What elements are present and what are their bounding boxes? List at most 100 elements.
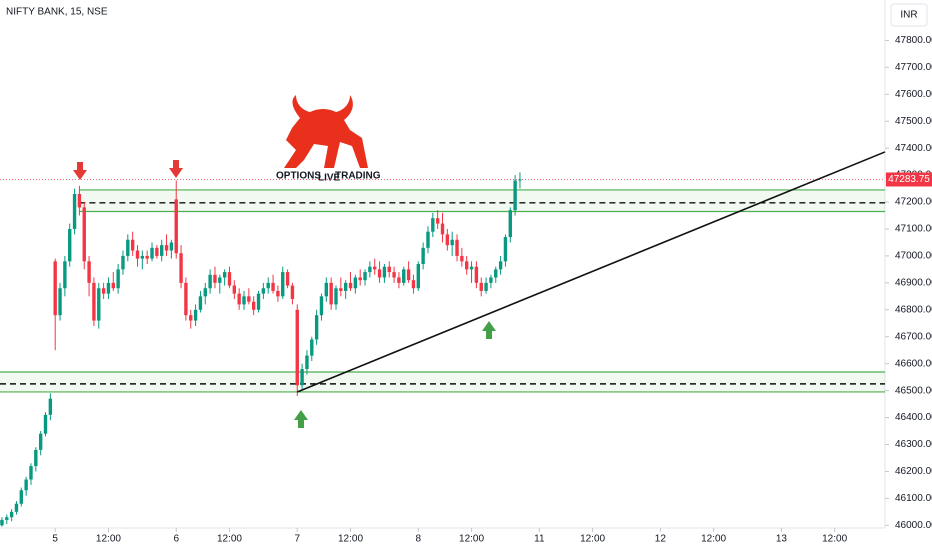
candle-body <box>247 296 251 302</box>
candle-body <box>19 490 23 504</box>
candle-body <box>111 282 115 289</box>
y-tick-label: 46200.00 <box>895 466 932 477</box>
candle-body <box>43 414 48 434</box>
candle-body <box>484 282 488 291</box>
candle-body <box>9 511 14 518</box>
candle-body <box>145 255 149 259</box>
y-tick-label: 46100.00 <box>895 493 932 504</box>
candle-body <box>261 288 266 294</box>
candle-body <box>402 269 406 283</box>
x-tick-label: 12:00 <box>217 534 242 545</box>
trendline <box>296 151 886 393</box>
candle-body <box>174 199 178 254</box>
logo-text: OPTIONS <box>276 171 321 182</box>
candle-body <box>48 398 53 415</box>
candle-body <box>503 237 508 262</box>
candle-body <box>101 288 106 294</box>
y-tick-label: 46000.00 <box>895 520 932 531</box>
candle-body <box>189 315 193 321</box>
candle-body <box>397 277 401 283</box>
y-tick-label: 46500.00 <box>895 385 932 396</box>
candle-body <box>406 269 411 281</box>
candle-body <box>305 355 309 370</box>
candle-body <box>126 239 130 256</box>
candle-body <box>38 433 43 450</box>
candle-body <box>421 247 425 264</box>
x-tick-label: 12:00 <box>822 534 847 545</box>
y-tick-label: 47000.00 <box>895 251 932 262</box>
candle-body <box>290 285 295 300</box>
candle-body <box>203 288 207 297</box>
candle-body <box>184 282 188 316</box>
candle-body <box>455 239 459 256</box>
candle-body <box>63 261 67 289</box>
candle-body <box>72 193 77 229</box>
candle-body <box>237 293 241 305</box>
x-tick-label: 6 <box>173 534 179 545</box>
down-arrow <box>169 160 183 178</box>
candle-body <box>271 282 275 291</box>
candle-body <box>97 288 101 321</box>
candle-body <box>218 277 222 283</box>
candle-body <box>227 272 232 286</box>
y-tick-label: 47200.00 <box>895 197 932 208</box>
candle-body <box>314 315 319 340</box>
candle-body <box>358 277 362 281</box>
y-tick-label: 47700.00 <box>895 62 932 73</box>
up-arrow <box>482 321 496 339</box>
currency-box[interactable] <box>890 3 928 27</box>
candle-body <box>440 223 445 235</box>
candle-body <box>164 245 169 251</box>
candle-body <box>310 339 314 356</box>
candle-body <box>242 296 246 305</box>
x-tick-label: 11 <box>534 534 545 545</box>
x-tick-label: 12:00 <box>701 534 726 545</box>
candle-body <box>222 272 227 278</box>
y-tick-label: 47400.00 <box>895 143 932 154</box>
candle-body <box>426 231 430 248</box>
candle-body <box>382 266 387 278</box>
candle-body <box>106 282 111 294</box>
candle-body <box>431 218 435 232</box>
candle-body <box>479 282 483 291</box>
candle-body <box>324 282 329 297</box>
candle-body <box>232 285 237 294</box>
x-tick-label: 7 <box>294 534 300 545</box>
candle-body <box>334 288 338 305</box>
up-arrow <box>294 410 308 428</box>
candle-body <box>116 269 120 289</box>
candle-body <box>513 180 517 211</box>
candle-body <box>24 479 28 491</box>
candle-body <box>435 218 440 224</box>
candle-body <box>445 234 450 246</box>
x-tick-label: 8 <box>416 534 422 545</box>
candle-body <box>460 255 464 262</box>
candle-body <box>29 466 33 480</box>
currency[interactable]: INR <box>900 10 917 21</box>
candle-body <box>377 269 382 278</box>
candle-body <box>213 274 217 283</box>
candle-body <box>353 277 358 289</box>
candle-body <box>329 282 333 305</box>
candle-body <box>276 290 280 297</box>
y-tick-label: 47500.00 <box>895 116 932 127</box>
candle-body <box>130 239 135 251</box>
x-tick-label: 12:00 <box>459 534 484 545</box>
zone <box>79 189 885 212</box>
candle-body <box>416 264 420 289</box>
candle-body <box>508 210 512 238</box>
candle-body <box>300 369 304 386</box>
candle-body <box>58 288 62 316</box>
candle-body <box>411 280 416 289</box>
x-tick-label: 5 <box>52 534 58 545</box>
y-tick-label: 46900.00 <box>895 277 932 288</box>
x-tick-label: 12:00 <box>338 534 363 545</box>
candle-body <box>281 272 285 297</box>
candle-body <box>387 266 391 273</box>
candle-body <box>266 282 270 289</box>
candle-body <box>339 288 343 291</box>
candle-body <box>465 261 469 270</box>
candle-body <box>68 228 72 262</box>
plot <box>0 151 886 527</box>
zone <box>0 372 885 392</box>
